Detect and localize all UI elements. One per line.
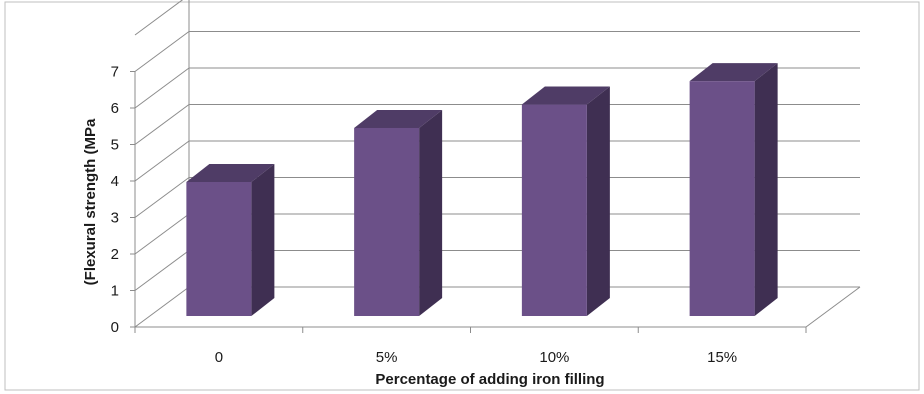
side-gridline: [134, 140, 190, 182]
bar-side-face: [586, 86, 610, 316]
side-gridline: [134, 213, 190, 255]
bar-side-face: [251, 164, 275, 316]
y-tick-label: 1: [111, 283, 119, 300]
y-tick-label: 3: [111, 210, 119, 227]
x-tick-label: 0: [215, 349, 223, 366]
x-tick-labels: 0 5% 10% 15%: [215, 349, 737, 366]
side-gridline: [134, 67, 190, 109]
bar-side-face: [419, 109, 443, 316]
side-gridline: [134, 177, 190, 218]
bar-top-face: [521, 86, 610, 105]
side-gridline: [134, 104, 190, 145]
y-tick-label: 0: [111, 319, 119, 336]
bar-0: [186, 164, 275, 316]
bars: [186, 63, 778, 316]
bar-front-face: [354, 127, 420, 316]
y-tick-label: 2: [111, 246, 119, 263]
bar-top-face: [354, 109, 443, 128]
y-tick-label: 4: [111, 173, 119, 190]
x-tick-label: 15%: [707, 349, 737, 366]
bar-5%: [354, 109, 443, 316]
bar-10%: [521, 86, 610, 316]
bar-15%: [689, 63, 778, 316]
side-gridline: [134, 31, 190, 72]
bar-front-face: [186, 182, 252, 316]
x-tick-label: 5%: [376, 349, 398, 366]
bar-front-face: [689, 81, 755, 316]
side-gridline: [134, 0, 184, 36]
x-axis-title: Percentage of adding iron filling: [375, 371, 604, 388]
bar-side-face: [754, 63, 778, 316]
side-gridline: [134, 286, 190, 328]
bar-top-face: [689, 63, 778, 82]
y-tick-label: 7: [111, 64, 119, 81]
axes: [130, 71, 807, 333]
bar-top-face: [186, 164, 275, 182]
y-tick-labels: 0 1 2 3 4 5 6 7: [111, 64, 119, 337]
y-tick-label: 5: [111, 137, 119, 154]
x-tick-label: 10%: [539, 349, 569, 366]
chart-border: [4, 1, 920, 391]
floor-edge: [805, 286, 861, 328]
y-axis-title: (Flexural strength (MPa: [82, 118, 99, 285]
y-tick-label: 6: [111, 100, 119, 117]
bar-front-face: [521, 104, 587, 316]
side-gridline: [134, 250, 190, 291]
